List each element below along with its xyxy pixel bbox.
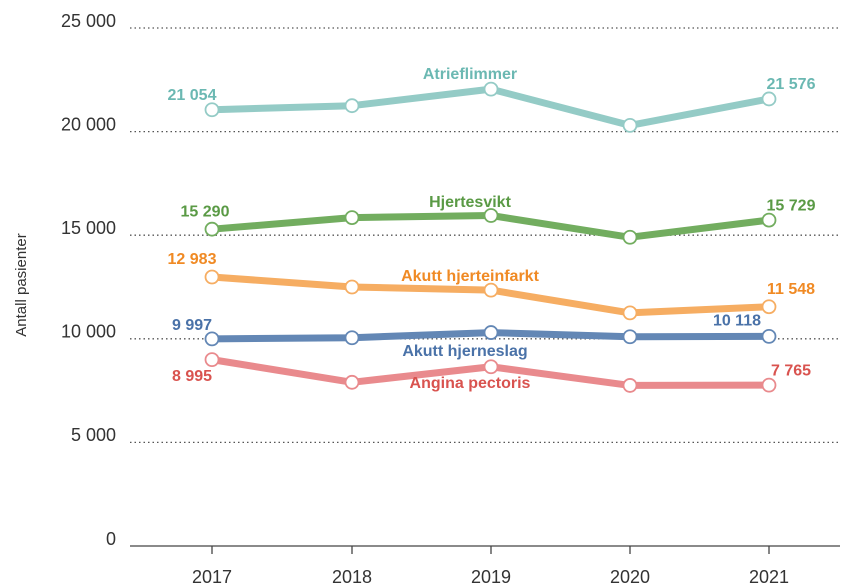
point	[622, 329, 638, 345]
point	[344, 279, 360, 295]
value-label: 12 983	[168, 251, 217, 268]
point	[344, 374, 360, 390]
point	[483, 208, 499, 223]
y-tick-label: 0	[106, 529, 116, 549]
point	[761, 299, 777, 315]
y-axis-label: Antall pasienter	[13, 233, 30, 336]
x-tick-label: 2020	[610, 567, 650, 587]
y-tick-label: 15 000	[61, 218, 116, 238]
value-label: 10 118	[713, 313, 761, 330]
point	[622, 305, 638, 321]
point	[483, 81, 499, 97]
point	[483, 282, 499, 298]
value-label: 21 054	[168, 87, 217, 104]
point	[622, 117, 638, 133]
point	[622, 229, 638, 245]
value-label: 21 576	[767, 76, 816, 93]
value-label: 8 995	[172, 368, 212, 385]
value-label: 15 729	[767, 197, 816, 214]
point	[761, 328, 777, 344]
series-name: Atrieflimmer	[423, 66, 517, 83]
point	[622, 378, 638, 393]
point	[344, 210, 360, 225]
value-label: 11 548	[767, 281, 815, 298]
point	[761, 377, 777, 393]
point	[483, 325, 499, 340]
point	[204, 269, 220, 285]
y-tick-label: 20 000	[61, 114, 116, 134]
point	[483, 359, 499, 375]
series-name: Angina pectoris	[410, 375, 531, 392]
y-tick-label: 5 000	[71, 425, 116, 445]
series-name: Hjertesvikt	[429, 194, 511, 211]
point	[761, 212, 777, 228]
point	[344, 98, 360, 114]
y-tick-label: 25 000	[61, 11, 116, 31]
point	[204, 331, 220, 347]
value-label: 9 997	[172, 317, 212, 334]
point	[761, 91, 777, 107]
point	[204, 102, 220, 118]
point	[344, 330, 360, 346]
point	[204, 352, 220, 368]
y-tick-label: 10 000	[61, 322, 116, 342]
x-tick-label: 2021	[749, 567, 789, 587]
x-tick-label: 2017	[192, 567, 232, 587]
series-name: Akutt hjerneslag	[402, 343, 527, 360]
x-tick-label: 2019	[471, 567, 511, 587]
value-label: 15 290	[181, 203, 230, 220]
point	[204, 221, 220, 237]
value-label: 7 765	[771, 362, 811, 379]
x-tick-label: 2018	[332, 567, 372, 587]
series-name: Akutt hjerteinfarkt	[401, 268, 539, 285]
